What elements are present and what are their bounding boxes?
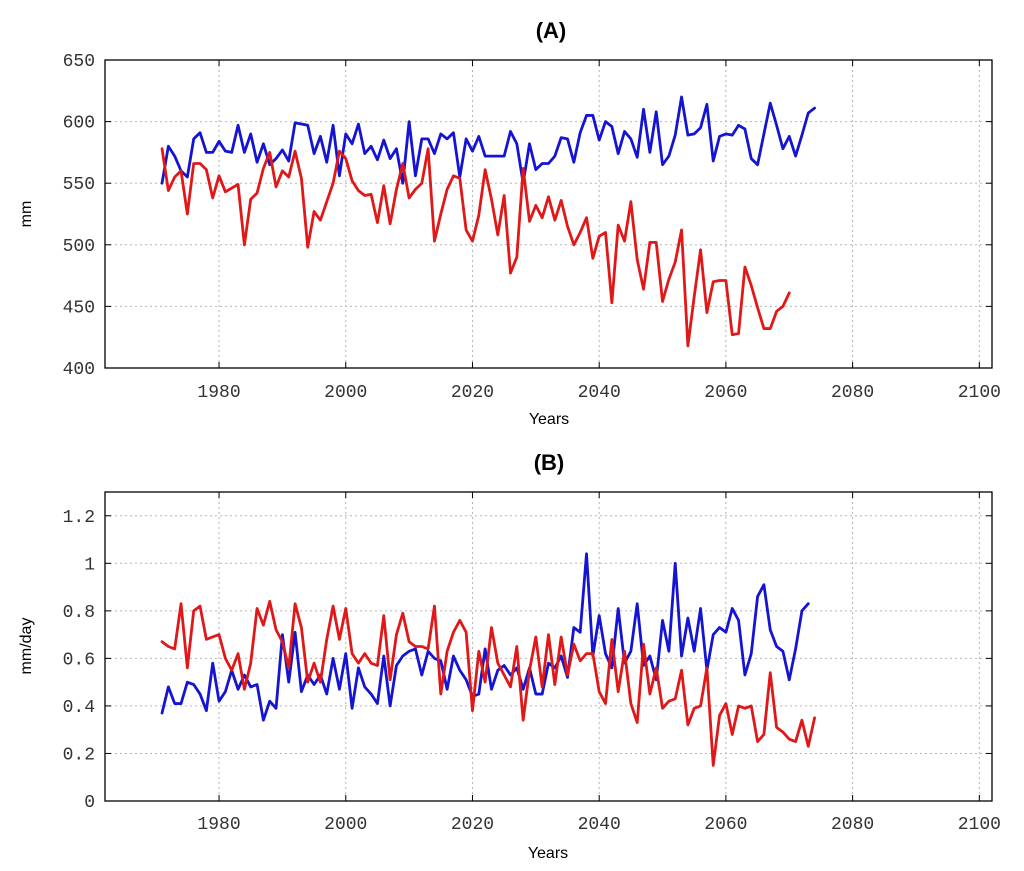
panel-a-x-tick-label: 2000 (324, 383, 367, 403)
panel-a-red-series-line (160, 147, 791, 348)
panel-a-x-axis-label: Years (529, 411, 569, 428)
panel-a-y-tick-label: 600 (63, 114, 95, 134)
panel-b: (B) 1980 2000 2020 2040 2060 2080 2100 0 0.2 0.4 0… (18, 450, 1001, 862)
panel-b-y-tick-label: 1 (84, 555, 95, 575)
panel-b-x-tick-label: 2100 (958, 815, 1001, 835)
panel-b-x-tick-label: 2040 (578, 815, 621, 835)
panel-b-title: (B) (534, 450, 565, 475)
panel-a-x-tick-label: 2020 (451, 383, 494, 403)
panel-a-x-tick-label: 1980 (197, 383, 240, 403)
panel-b-x-tick-label: 2080 (831, 815, 874, 835)
panel-b-x-tick-label: 2060 (704, 815, 747, 835)
panel-a-title: (A) (536, 18, 567, 43)
panel-b-x-tick-label: 2020 (451, 815, 494, 835)
panel-b-plot-frame (104, 491, 993, 802)
panel-a-y-tick-label: 450 (63, 298, 95, 318)
panel-a-x-tick-label: 2080 (831, 383, 874, 403)
panel-a-x-tick-label: 2060 (704, 383, 747, 403)
panel-a-x-tick-label: 2040 (578, 383, 621, 403)
panel-b-y-axis-label: mm/day (18, 618, 35, 675)
panel-a: (A) 1980 2000 2020 2040 2060 2080 2100 400 450 50… (18, 18, 1001, 428)
panel-a-y-tick-label: 650 (63, 52, 95, 72)
panel-b-x-tick-label: 2000 (324, 815, 367, 835)
panel-a-x-tick-label: 2100 (958, 383, 1001, 403)
panel-b-x-axis-label: Years (528, 845, 568, 862)
panel-a-y-tick-label: 400 (63, 360, 95, 380)
panel-a-y-axis-label: mm (18, 201, 35, 228)
panel-a-y-tick-label: 550 (63, 175, 95, 195)
panel-b-red-series-line (160, 599, 816, 767)
panel-a-blue-series-line (160, 95, 816, 185)
panel-b-x-tick-label: 1980 (197, 815, 240, 835)
panel-a-plot-frame (104, 59, 993, 369)
panel-b-y-tick-label: 0.8 (63, 603, 95, 623)
panel-b-y-tick-label: 1.2 (63, 508, 95, 528)
panel-b-y-tick-label: 0 (84, 793, 95, 813)
panel-b-y-tick-label: 0.4 (63, 698, 95, 718)
panel-a-y-tick-label: 500 (63, 237, 95, 257)
panel-b-y-tick-label: 0.2 (63, 745, 95, 765)
panel-b-y-tick-label: 0.6 (63, 650, 95, 670)
panel-b-blue-series-line (160, 552, 810, 722)
